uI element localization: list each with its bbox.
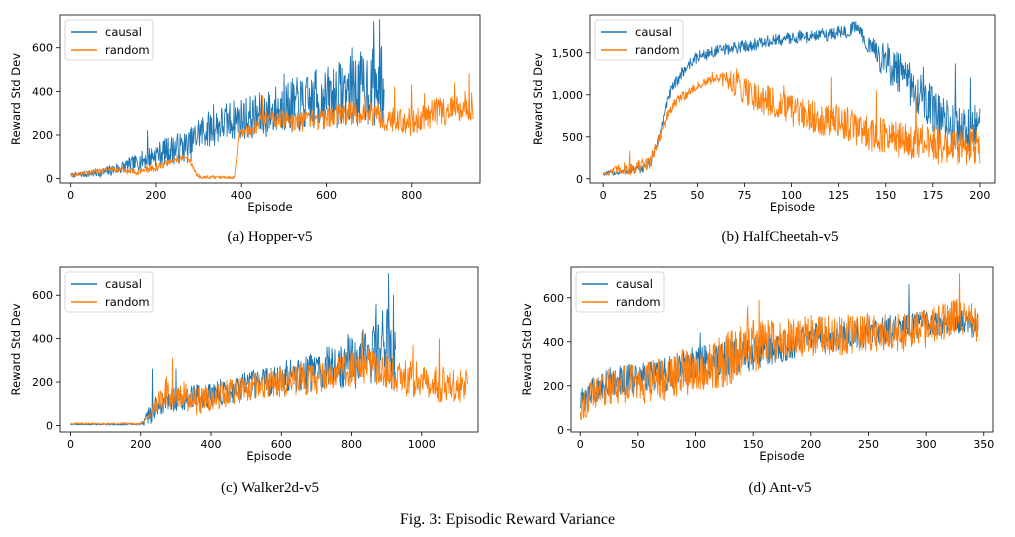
y-tick-label: 200 [32, 129, 53, 142]
legend-label-causal: causal [635, 25, 672, 39]
y-tick-label: 200 [543, 380, 564, 393]
series-line-random [70, 73, 474, 180]
y-tick-label: 400 [32, 333, 53, 346]
plot-lines [602, 21, 981, 177]
x-tick-label: 250 [858, 438, 879, 451]
x-tick-label: 0 [577, 438, 584, 451]
x-tick-label: 600 [316, 189, 337, 202]
plot-frame [570, 266, 994, 433]
series-line-random [579, 273, 979, 421]
y-tick-label: 400 [543, 336, 564, 349]
legend-label-causal: causal [616, 277, 653, 291]
x-tick-label: 175 [922, 189, 943, 202]
x-axis-label: Episode [247, 200, 292, 214]
caption-hopper: (a) Hopper-v5 [227, 229, 313, 245]
legend-label-causal: causal [105, 277, 142, 291]
x-tick-label: 50 [631, 438, 645, 451]
x-tick-label: 50 [690, 189, 704, 202]
plot-lines [70, 18, 474, 180]
series-line-causal [70, 273, 396, 426]
y-tick-label: 0 [576, 173, 583, 186]
y-tick-label: 600 [543, 292, 564, 305]
y-tick-label: 200 [32, 376, 53, 389]
x-tick-label: 100 [685, 438, 706, 451]
x-tick-label: 800 [401, 189, 422, 202]
x-tick-label: 0 [67, 189, 74, 202]
caption-walker2d: (c) Walker2d-v5 [220, 480, 320, 496]
y-tick-label: 0 [557, 424, 564, 437]
legend-label-random: random [105, 43, 150, 57]
y-tick-label: 600 [32, 289, 53, 302]
figure-caption: Fig. 3: Episodic Reward Variance [399, 511, 616, 528]
x-tick-label: 75 [737, 189, 751, 202]
x-tick-label: 200 [145, 189, 166, 202]
plot-frame [59, 266, 479, 433]
plot-lines [579, 273, 979, 421]
x-tick-label: 400 [231, 189, 252, 202]
y-tick-label: 600 [32, 42, 53, 55]
series-line-random [602, 68, 981, 176]
y-axis-label: Reward Std Dev [531, 53, 545, 145]
legend-label-random: random [635, 43, 680, 57]
x-tick-label: 200 [130, 438, 151, 451]
x-tick-label: 200 [800, 438, 821, 451]
series-line-random [70, 331, 468, 426]
x-tick-label: 350 [973, 438, 994, 451]
plot-frame [589, 14, 996, 184]
series-line-causal [602, 21, 981, 177]
legend: causal random [64, 271, 154, 313]
y-tick-label: 400 [32, 85, 53, 98]
x-tick-label: 800 [341, 438, 362, 451]
legend-label-random: random [616, 295, 661, 309]
x-tick-label: 400 [201, 438, 222, 451]
y-tick-label: 500 [562, 131, 583, 144]
x-tick-label: 300 [916, 438, 937, 451]
x-tick-label: 200 [969, 189, 990, 202]
x-tick-label: 100 [781, 189, 802, 202]
x-tick-label: 125 [828, 189, 849, 202]
plot-frame [59, 14, 481, 184]
y-axis-label: Reward Std Dev [520, 303, 534, 395]
x-tick-label: 150 [875, 189, 896, 202]
x-axis-label: Episode [246, 449, 291, 463]
x-tick-label: 600 [271, 438, 292, 451]
legend: causal random [594, 19, 684, 61]
legend-label-causal: causal [105, 25, 142, 39]
x-tick-label: 0 [67, 438, 74, 451]
x-tick-label: 0 [600, 189, 607, 202]
x-axis-label: Episode [759, 449, 804, 463]
legend-label-random: random [105, 295, 150, 309]
caption-halfcheetah: (b) HalfCheetah-v5 [721, 229, 839, 245]
chart-ant: 0 50 100 150 200 250 300 350 0 200 400 600 Episode Re… [510, 257, 1010, 483]
y-tick-label: 1,000 [552, 89, 584, 102]
x-tick-label: 25 [643, 189, 657, 202]
series-line-causal [70, 18, 385, 178]
y-tick-label: 1,500 [552, 47, 584, 60]
chart-hopper: 0 200 400 600 800 0 200 400 600 Episode Reward Std… [0, 0, 500, 226]
caption-ant: (d) Ant-v5 [748, 480, 812, 496]
plot-lines [70, 273, 468, 426]
chart-walker2d: 0 200 400 600 800 1000 0 200 400 600 Episode Reward… [0, 257, 500, 483]
x-tick-label: 150 [743, 438, 764, 451]
legend: causal random [575, 271, 665, 313]
y-tick-label: 0 [46, 173, 53, 186]
y-axis-label: Reward Std Dev [9, 53, 23, 145]
y-axis-label: Reward Std Dev [9, 303, 23, 395]
chart-halfcheetah: 0 25 50 75 100 125 150 175 200 0 500 1,000 1,500 Epis… [510, 0, 1010, 226]
y-tick-label: 0 [46, 419, 53, 432]
x-axis-label: Episode [770, 200, 815, 214]
legend: causal random [64, 19, 154, 61]
x-tick-label: 1000 [408, 438, 436, 451]
